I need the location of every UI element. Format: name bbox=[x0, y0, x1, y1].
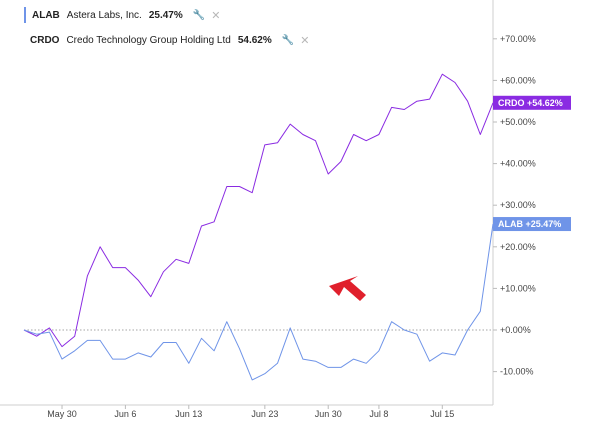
x-axis: May 30 Jun 6 Jun 13 Jun 23 Jun 30 Jul 8 Jul 15 bbox=[47, 405, 454, 419]
y-tick-label: +50.00% bbox=[500, 117, 536, 127]
close-icon[interactable]: ✕ bbox=[211, 9, 221, 22]
y-tick-label: +40.00% bbox=[500, 159, 536, 169]
y-tick-label: +20.00% bbox=[500, 242, 536, 252]
legend-name: Astera Labs, Inc. bbox=[66, 9, 142, 21]
y-tick-label: +30.00% bbox=[500, 200, 536, 210]
end-label-text: CRDO +54.62% bbox=[498, 98, 563, 108]
y-tick-label: +0.00% bbox=[500, 325, 531, 335]
series-line-alab bbox=[23, 223, 494, 381]
legend-name: Credo Technology Group Holding Ltd bbox=[66, 34, 231, 46]
red-arrow-annotation bbox=[329, 276, 366, 301]
x-tick-label: Jul 8 bbox=[369, 409, 388, 419]
wrench-icon[interactable]: 🔧 bbox=[192, 9, 206, 21]
end-label-text: ALAB +25.47% bbox=[498, 219, 561, 229]
x-tick-label: Jun 30 bbox=[315, 409, 342, 419]
x-tick-label: Jun 23 bbox=[251, 409, 278, 419]
legend-percent: 25.47% bbox=[148, 9, 183, 21]
end-labels: CRDO +54.62% ALAB +25.47% bbox=[493, 95, 571, 232]
legend-percent: 54.62% bbox=[237, 34, 272, 46]
y-axis: +70.00% +60.00% +50.00% +40.00% +30.00% +20.0… bbox=[493, 34, 536, 377]
arrow-shape bbox=[329, 276, 366, 301]
y-tick-label: -10.00% bbox=[500, 367, 534, 377]
legend-item-alab[interactable]: ALAB Astera Labs, Inc. 25.47% 🔧 ✕ bbox=[24, 5, 294, 25]
x-tick-label: May 30 bbox=[47, 409, 77, 419]
series-lines bbox=[23, 73, 494, 381]
legend-symbol: ALAB bbox=[32, 9, 60, 21]
x-tick-label: Jun 6 bbox=[114, 409, 136, 419]
end-label-bg bbox=[493, 217, 571, 232]
end-label-alab: ALAB +25.47% bbox=[493, 217, 571, 232]
series-line-crdo bbox=[23, 73, 494, 348]
x-tick-label: Jun 13 bbox=[175, 409, 202, 419]
y-tick-label: +10.00% bbox=[500, 283, 536, 293]
y-tick-label: +70.00% bbox=[500, 34, 536, 44]
wrench-icon[interactable]: 🔧 bbox=[281, 34, 295, 46]
y-tick-label: +60.00% bbox=[500, 75, 536, 85]
end-label-bg bbox=[493, 95, 571, 110]
close-icon[interactable]: ✕ bbox=[300, 34, 310, 47]
legend-item-crdo[interactable]: CRDO Credo Technology Group Holding Ltd … bbox=[24, 30, 309, 50]
legend-symbol: CRDO bbox=[30, 34, 60, 46]
x-tick-label: Jul 15 bbox=[430, 409, 454, 419]
end-label-crdo: CRDO +54.62% bbox=[493, 95, 571, 110]
legend-color-bar bbox=[24, 7, 26, 23]
